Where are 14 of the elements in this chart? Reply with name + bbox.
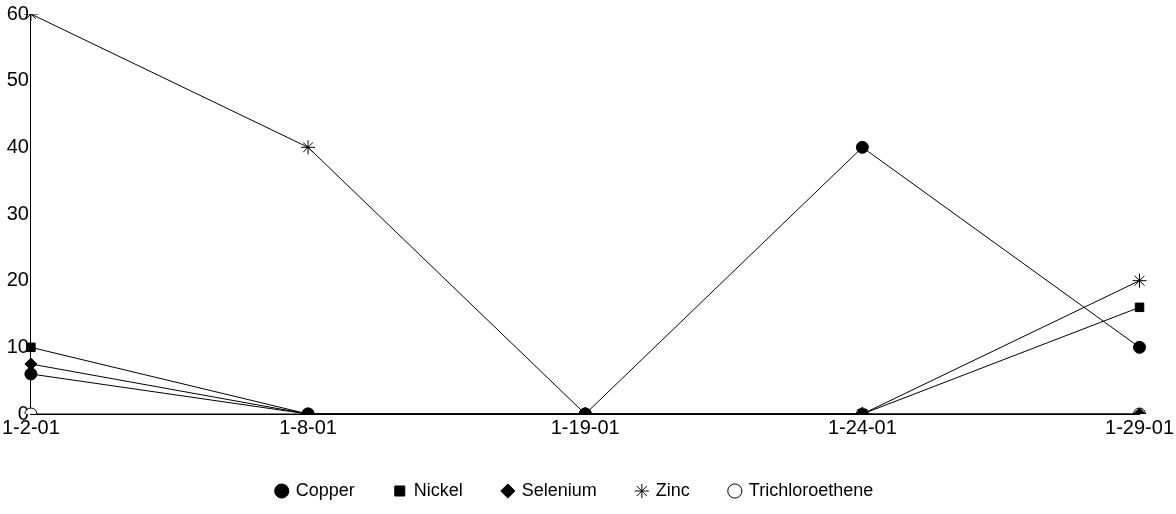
y-tick-label: 50 <box>6 68 29 91</box>
y-tick-label: 40 <box>6 134 29 157</box>
legend-label: Nickel <box>413 479 463 500</box>
legend-label: Zinc <box>655 479 690 500</box>
y-tick-label: 60 <box>6 1 29 24</box>
y-tick-label: 30 <box>6 201 29 224</box>
x-tick-label: 1-19-01 <box>550 415 620 438</box>
x-tick-label: 1-24-01 <box>827 415 897 438</box>
x-tick-label: 1-29-01 <box>1105 415 1174 438</box>
legend-label: Copper <box>295 479 355 500</box>
y-tick-label: 20 <box>6 268 29 291</box>
x-tick-label: 1-8-01 <box>279 415 337 438</box>
legend-label: Selenium <box>521 479 597 500</box>
legend-label: Trichloroethene <box>748 479 874 500</box>
